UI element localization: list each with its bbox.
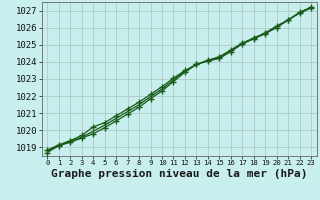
X-axis label: Graphe pression niveau de la mer (hPa): Graphe pression niveau de la mer (hPa) <box>51 169 308 179</box>
